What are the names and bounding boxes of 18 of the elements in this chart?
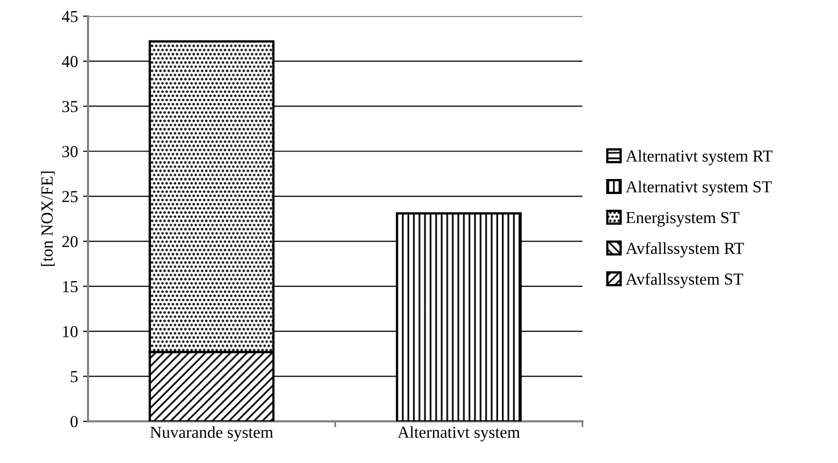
y-tick-label: 15 (63, 281, 78, 292)
legend-label: Energisystem ST (626, 212, 740, 227)
legend-label: Avfallssystem ST (626, 272, 744, 288)
x-tick-label: Nuvarande system (150, 426, 274, 442)
y-tick-label: 30 (62, 146, 78, 158)
y-tick-label: 0 (70, 416, 78, 428)
y-tick-label: 5 (70, 371, 78, 382)
x-tick-label: Alternativt system (398, 426, 520, 442)
y-axis-title: [ton NOX/FE] (40, 172, 55, 266)
y-tick-label: 45 (62, 11, 78, 22)
y-tick-label: 35 (62, 100, 78, 112)
y-tick-label: 40 (62, 56, 78, 68)
y-tick-label: 25 (62, 191, 78, 202)
legend-label: Avfallssystem RT (626, 242, 744, 258)
legend-label: Alternativt system ST (626, 180, 772, 196)
y-tick-label: 20 (62, 236, 78, 248)
legend-label: Alternativt system RT (626, 150, 772, 166)
y-tick-label: 10 (63, 326, 78, 338)
